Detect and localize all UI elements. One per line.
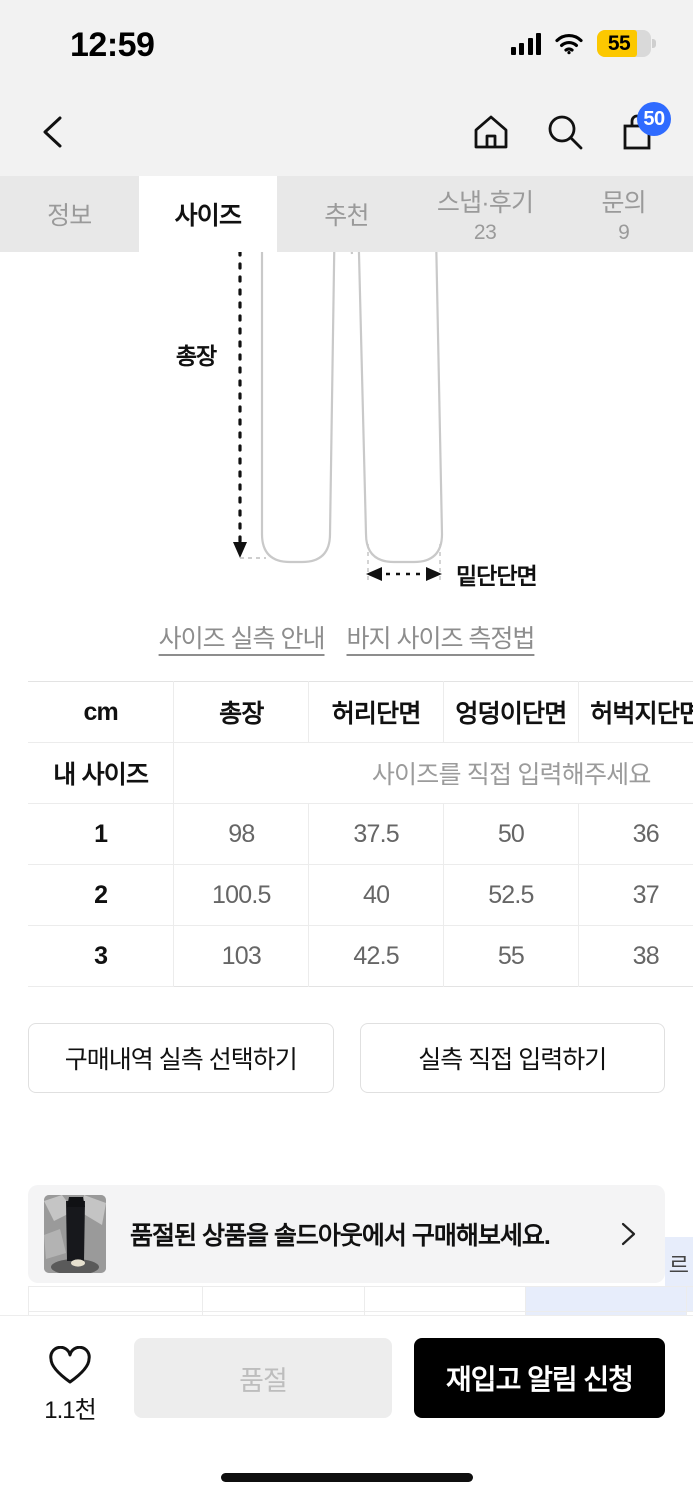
row-size: 3 [28, 925, 175, 987]
home-icon[interactable] [469, 110, 513, 154]
table-header-row: cm 총장 허리단면 엉덩이단면 허벅지단면 밑단단면 [28, 681, 693, 743]
measurement-links: 사이즈 실측 안내 바지 사이즈 측정법 [0, 597, 693, 681]
my-size-row[interactable]: 내 사이즈 사이즈를 직접 입력해주세요 [28, 742, 693, 804]
soldout-promo-banner[interactable]: 품절된 상품을 솔드아웃에서 구매해보세요. [28, 1185, 665, 1283]
size-table-scroll[interactable]: cm 총장 허리단면 엉덩이단면 허벅지단면 밑단단면 내 사이즈 사이즈를 직… [0, 681, 693, 987]
battery-icon: 55 [597, 30, 656, 57]
cell-thigh: 36 [578, 803, 693, 865]
col-waist: 허리단면 [308, 681, 445, 743]
tab-info[interactable]: 정보 [0, 176, 139, 252]
status-bar: 12:59 55 [0, 0, 693, 88]
cell-total-length: 103 [173, 925, 310, 987]
pants-measurement-diagram: 총장 밑단단면 [0, 252, 693, 597]
cell-hip: 55 [443, 925, 579, 987]
cell-hip: 50 [443, 803, 579, 865]
cell-total-length: 100.5 [173, 864, 310, 926]
bottom-action-bar: 1.1천 품절 재입고 알림 신청 [0, 1315, 693, 1500]
col-unit: cm [28, 681, 175, 743]
cellular-signal-icon [510, 32, 541, 55]
row-size: 1 [28, 803, 175, 865]
cell-waist: 37.5 [308, 803, 445, 865]
col-total-length: 총장 [173, 681, 310, 743]
restock-alert-button[interactable]: 재입고 알림 신청 [414, 1338, 665, 1418]
col-thigh: 허벅지단면 [578, 681, 693, 743]
col-hip: 엉덩이단면 [443, 681, 579, 743]
table-row: 3 103 42.5 55 38 3 [28, 925, 693, 987]
wifi-icon [555, 33, 583, 55]
shopping-bag-icon[interactable]: 50 [617, 102, 671, 154]
tab-count: 9 [618, 221, 630, 244]
tab-label: 정보 [47, 202, 92, 230]
cart-badge: 50 [637, 102, 671, 136]
link-size-guide[interactable]: 사이즈 실측 안내 [158, 625, 326, 653]
tab-label: 사이즈 [174, 202, 242, 230]
back-button[interactable] [36, 112, 70, 152]
nav-bar: 50 [0, 88, 693, 176]
svg-text:밑단단면: 밑단단면 [456, 563, 537, 589]
cell-waist: 42.5 [308, 925, 445, 987]
svg-text:총장: 총장 [176, 343, 217, 369]
tab-label: 문의 [601, 189, 646, 217]
tab-size[interactable]: 사이즈 [138, 176, 278, 252]
my-size-label: 내 사이즈 [28, 742, 175, 804]
manual-input-button[interactable]: 실측 직접 입력하기 [359, 1023, 665, 1093]
cell-hip: 52.5 [443, 864, 579, 926]
status-time: 12:59 [70, 26, 155, 64]
tab-recommend[interactable]: 추천 [277, 176, 416, 252]
battery-level: 55 [607, 31, 631, 55]
search-icon[interactable] [543, 110, 587, 154]
favorite-count: 1.1천 [44, 1397, 96, 1424]
cell-total-length: 98 [173, 803, 310, 865]
promo-text: 품절된 상품을 솔드아웃에서 구매해보세요. [130, 1222, 551, 1250]
select-from-purchase-button[interactable]: 구매내역 실측 선택하기 [28, 1023, 334, 1093]
home-indicator [220, 1473, 473, 1482]
tab-bar: 정보 사이즈 추천 스냅·후기 23 문의 9 [0, 176, 693, 252]
tab-snap-review[interactable]: 스냅·후기 23 [416, 176, 555, 252]
favorite-button[interactable]: 1.1천 [28, 1338, 112, 1425]
status-indicators: 55 [510, 30, 656, 57]
tab-label: 스냅·후기 [436, 189, 534, 217]
cell-thigh: 38 [578, 925, 693, 987]
table-row: 1 98 37.5 50 36 3 [28, 803, 693, 865]
measurement-actions: 구매내역 실측 선택하기 실측 직접 입력하기 [0, 987, 693, 1093]
soldout-button: 품절 [134, 1338, 392, 1418]
my-size-placeholder[interactable]: 사이즈를 직접 입력해주세요 [173, 742, 693, 804]
next-table-clipped-text: 르 [668, 1253, 689, 1278]
page-content: 총장 밑단단면 사이즈 실측 안내 바지 사이즈 측정법 cm 총장 허리단 [0, 252, 693, 1283]
promo-thumbnail [44, 1195, 106, 1273]
row-size: 2 [28, 864, 175, 926]
tab-label: 추천 [324, 202, 369, 230]
cell-waist: 40 [308, 864, 445, 926]
chevron-right-icon [615, 1221, 641, 1247]
size-table: cm 총장 허리단면 엉덩이단면 허벅지단면 밑단단면 내 사이즈 사이즈를 직… [28, 681, 693, 987]
nav-actions: 50 [469, 102, 671, 154]
cell-thigh: 37 [578, 864, 693, 926]
tab-count: 23 [473, 221, 497, 244]
table-row: 2 100.5 40 52.5 37 3 [28, 864, 693, 926]
tab-inquiry[interactable]: 문의 9 [554, 176, 693, 252]
heart-icon [49, 1346, 91, 1384]
link-pants-measure-guide[interactable]: 바지 사이즈 측정법 [346, 625, 536, 653]
